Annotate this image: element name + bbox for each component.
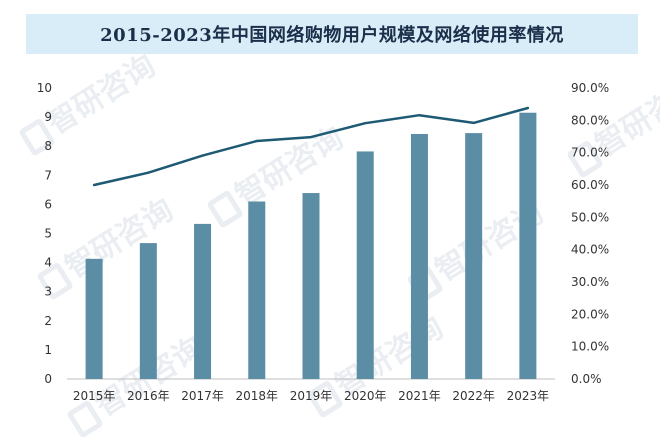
left-axis-tick-label: 2 [44, 314, 52, 328]
left-axis-tick-label: 10 [37, 81, 52, 95]
x-axis-tick-label: 2020年 [344, 389, 387, 403]
right-axis-tick-label: 20.0% [571, 307, 609, 321]
left-axis-tick-label: 8 [44, 139, 52, 153]
series-line [92, 106, 530, 187]
x-axis-tick-label: 2021年 [398, 389, 441, 403]
right-axis-tick-label: 90.0% [571, 81, 609, 95]
right-axis-tick-label: 10.0% [571, 340, 609, 354]
x-axis-tick-label: 2016年 [127, 389, 170, 403]
bar [248, 201, 266, 379]
bar [85, 258, 103, 379]
x-axis-tick-label: 2022年 [452, 389, 495, 403]
right-axis-tick-label: 70.0% [571, 146, 609, 160]
left-axis-tick-label: 0 [44, 372, 52, 386]
left-axis-tick-label: 5 [44, 227, 52, 241]
bar [465, 133, 483, 379]
right-axis-tick-label: 30.0% [571, 275, 609, 289]
ticks-layer: 0 1 2 3 4 5 6 7 8 9 10 0.0% 10.0% 20.0% 30.0% 40.0% 50.0… [37, 81, 609, 403]
chart-title-bar: 2015-2023年中国网络购物用户规模及网络使用率情况 [26, 14, 638, 54]
bar [410, 133, 428, 379]
bars-layer [85, 112, 537, 380]
x-axis-tick-label: 2019年 [290, 389, 333, 403]
right-axis-tick-label: 50.0% [571, 210, 609, 224]
bar [356, 151, 374, 379]
left-axis-tick-label: 4 [44, 256, 52, 270]
right-axis-tick-label: 60.0% [571, 178, 609, 192]
x-axis-tick-label: 2018年 [236, 389, 279, 403]
left-axis-tick-label: 9 [44, 110, 52, 124]
left-axis-tick-label: 6 [44, 197, 52, 211]
bar [302, 193, 320, 379]
bar [519, 112, 537, 380]
left-axis-tick-label: 3 [44, 285, 52, 299]
line-layer [92, 106, 530, 187]
chart-title: 2015-2023年中国网络购物用户规模及网络使用率情况 [100, 25, 564, 46]
bar [194, 223, 212, 379]
x-axis-tick-label: 2023年 [507, 389, 550, 403]
right-axis-tick-label: 0.0% [571, 372, 602, 386]
left-axis-tick-label: 7 [44, 168, 52, 182]
right-axis-tick-label: 80.0% [571, 113, 609, 127]
x-axis-tick-label: 2015年 [73, 389, 116, 403]
bar [139, 243, 157, 379]
left-axis-tick-label: 1 [44, 343, 52, 357]
x-axis-tick-label: 2017年 [181, 389, 224, 403]
right-axis-tick-label: 40.0% [571, 243, 609, 257]
combo-chart: 0 1 2 3 4 5 6 7 8 9 10 0.0% 10.0% 20.0% 30.0% 40.0% 50.0… [37, 81, 609, 403]
